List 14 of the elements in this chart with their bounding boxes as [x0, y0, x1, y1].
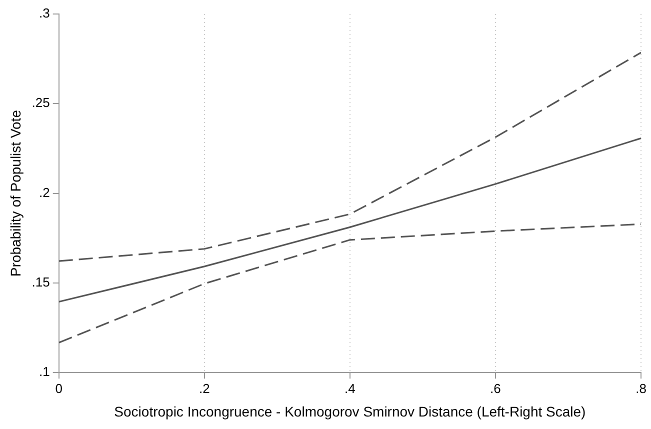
y-tick-label: .1	[39, 364, 50, 380]
x-tick-label: 0	[55, 380, 62, 396]
y-tick-label: .2	[39, 184, 50, 200]
y-tick-label: .15	[32, 274, 50, 290]
x-tick-label: .4	[344, 380, 356, 396]
line-series	[58, 52, 641, 262]
y-tick-label: .3	[39, 6, 50, 21]
x-tick-label: .2	[198, 380, 210, 396]
x-tick-label: .8	[636, 380, 646, 396]
y-tick-label: .25	[32, 95, 50, 110]
x-axis-title: Sociotropic Incongruence - Kolmogorov Smirnov Distance (Left-Right Scale)	[114, 403, 586, 420]
line-series	[58, 223, 641, 344]
y-axis-title: Probability of Populist Vote	[7, 110, 24, 277]
x-tick-label: .6	[490, 380, 501, 396]
